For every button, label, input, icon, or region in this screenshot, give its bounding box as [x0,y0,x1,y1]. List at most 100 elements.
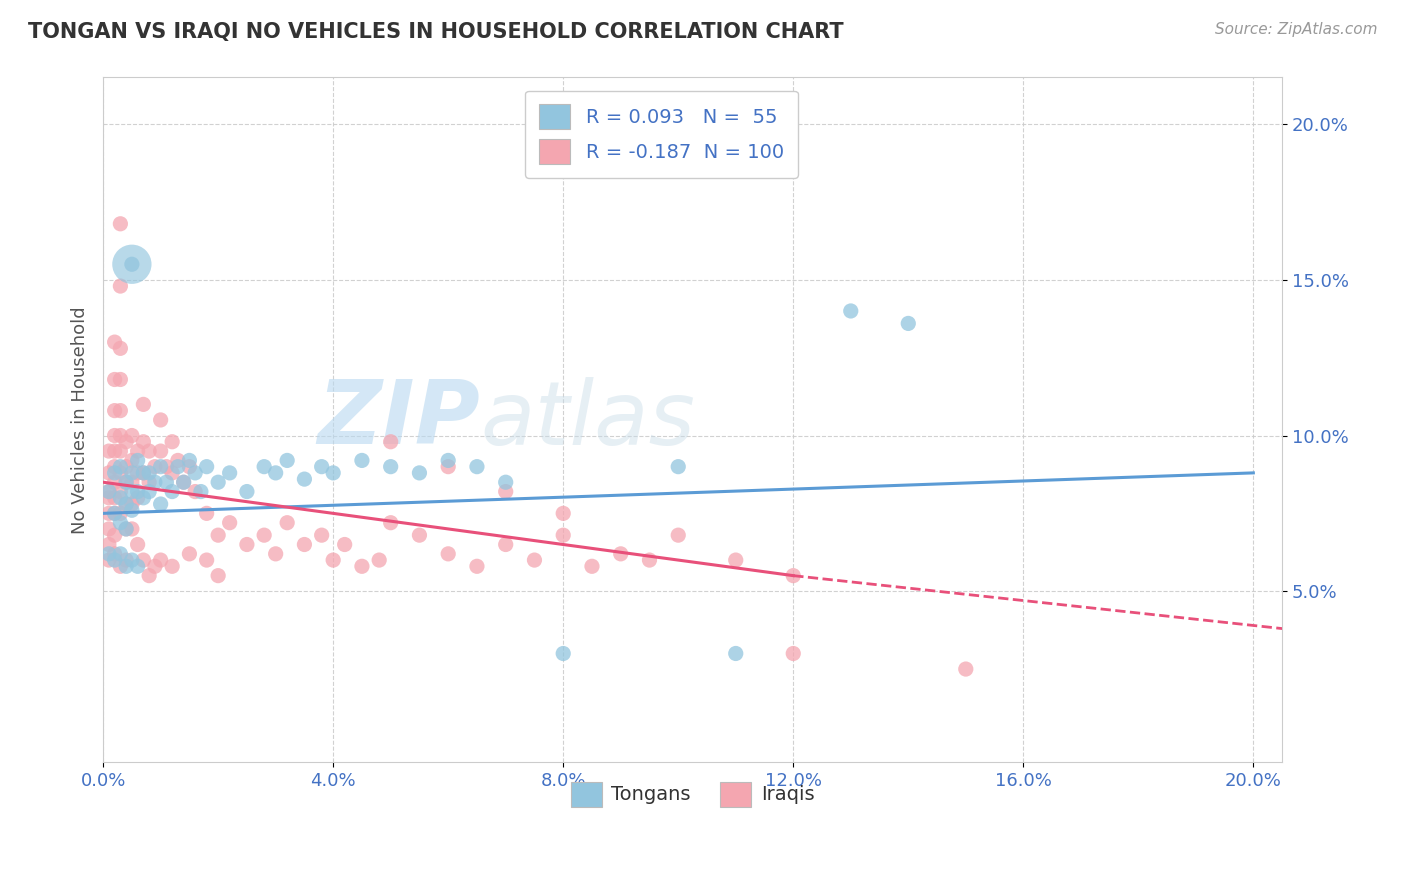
Point [121,257,143,271]
Point [104,403,127,417]
Point [110,459,132,474]
Point [110,428,132,442]
Point [110,403,132,417]
Point [333,537,356,551]
Point [104,507,127,521]
Point [110,279,132,293]
Point [581,559,603,574]
Point [132,397,155,411]
Point [160,484,183,499]
Point [127,491,149,505]
Point [110,507,132,521]
Point [350,453,373,467]
Point [115,522,138,536]
Point [121,503,143,517]
Point [115,559,138,574]
Point [121,497,143,511]
Point [121,553,143,567]
Point [666,117,689,131]
Point [104,475,127,490]
Point [97,444,120,458]
Point [104,444,127,458]
Point [97,507,120,521]
Point [408,528,430,542]
Point [138,466,160,480]
Point [294,537,316,551]
Legend: Tongans, Iraqis: Tongans, Iraqis [562,774,823,814]
Point [138,444,160,458]
Text: Source: ZipAtlas.com: Source: ZipAtlas.com [1215,22,1378,37]
Point [97,491,120,505]
Point [160,559,183,574]
Text: atlas: atlas [481,377,696,463]
Point [495,537,517,551]
Point [121,475,143,490]
Point [523,553,546,567]
Point [167,459,190,474]
Point [115,475,138,490]
Point [149,413,172,427]
Point [110,466,132,480]
Point [121,484,143,499]
Point [236,537,259,551]
Point [127,537,149,551]
Point [207,568,229,582]
Point [264,466,287,480]
Point [609,547,631,561]
Point [104,372,127,386]
Point [236,484,259,499]
Point [437,459,460,474]
Point [724,647,747,661]
Point [160,466,183,480]
Point [173,475,195,490]
Point [121,428,143,442]
Point [104,428,127,442]
Point [195,459,218,474]
Point [253,528,276,542]
Point [465,459,488,474]
Point [897,317,920,331]
Point [127,484,149,499]
Text: ZIP: ZIP [318,376,481,464]
Point [495,484,517,499]
Point [253,459,276,474]
Point [173,475,195,490]
Point [437,453,460,467]
Point [97,484,120,499]
Point [437,547,460,561]
Point [322,553,344,567]
Point [121,466,143,480]
Point [104,507,127,521]
Point [132,491,155,505]
Point [97,522,120,536]
Point [143,559,166,574]
Point [179,547,201,561]
Point [839,304,862,318]
Point [184,466,207,480]
Point [380,516,402,530]
Point [97,553,120,567]
Point [149,553,172,567]
Point [138,568,160,582]
Point [553,507,575,521]
Point [276,453,298,467]
Point [132,466,155,480]
Point [218,516,240,530]
Point [138,484,160,499]
Point [104,553,127,567]
Point [104,335,127,350]
Point [104,466,127,480]
Point [132,466,155,480]
Point [195,553,218,567]
Point [350,559,373,574]
Point [115,497,138,511]
Point [149,444,172,458]
Point [294,472,316,486]
Point [195,507,218,521]
Point [264,547,287,561]
Point [184,484,207,499]
Point [782,568,804,582]
Point [121,453,143,467]
Point [955,662,977,676]
Point [666,459,689,474]
